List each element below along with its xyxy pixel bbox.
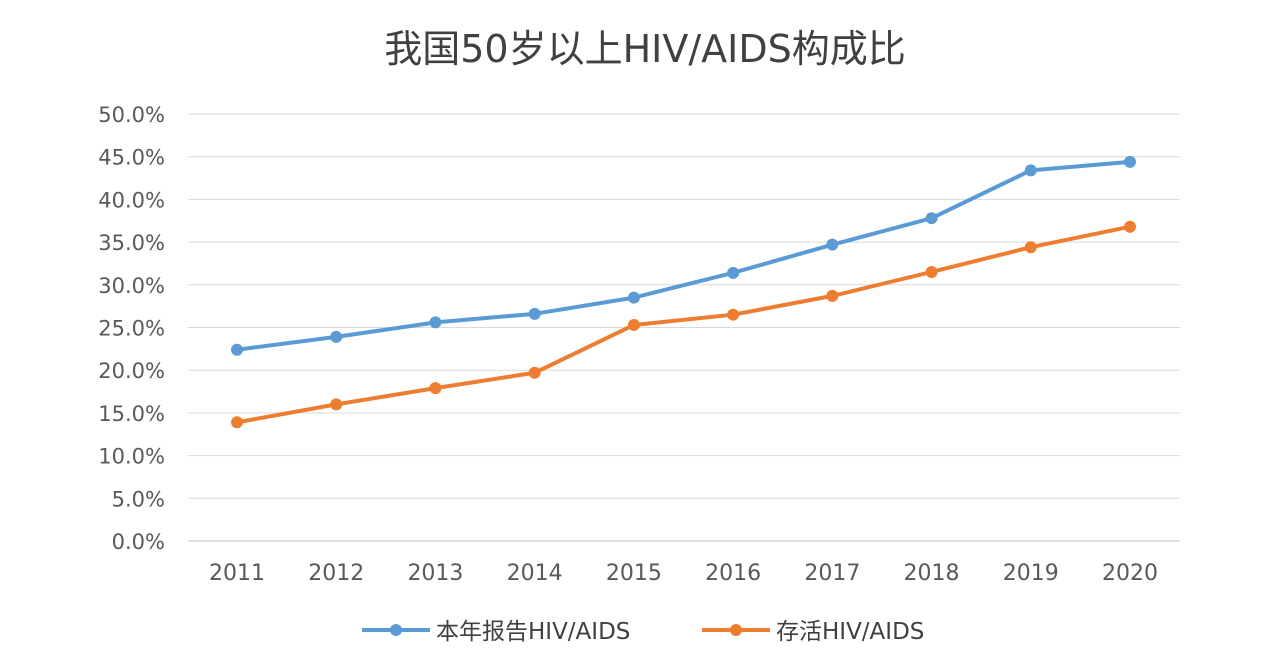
y-tick-label: 25.0% bbox=[98, 317, 165, 341]
y-tick-label: 30.0% bbox=[98, 274, 165, 298]
data-point bbox=[826, 289, 839, 302]
x-tick-label: 2013 bbox=[407, 561, 463, 586]
y-tick-label: 20.0% bbox=[98, 359, 165, 383]
data-point bbox=[330, 330, 343, 343]
series-line bbox=[236, 159, 1131, 352]
legend-label: 存活HIV/AIDS bbox=[776, 619, 924, 645]
data-point bbox=[231, 416, 243, 429]
y-tick-label: 45.0% bbox=[98, 146, 165, 170]
y-tick-label: 50.0% bbox=[98, 103, 165, 127]
data-point bbox=[1024, 164, 1037, 177]
y-tick-label: 0.0% bbox=[112, 530, 165, 554]
legend-label: 本年报告HIV/AIDS bbox=[436, 619, 630, 645]
x-tick-label: 2016 bbox=[705, 561, 761, 586]
data-point bbox=[925, 212, 938, 225]
data-point bbox=[1024, 241, 1037, 254]
data-point bbox=[528, 366, 541, 379]
x-tick-label: 2011 bbox=[209, 561, 265, 586]
data-point bbox=[429, 316, 442, 329]
data-point bbox=[925, 265, 938, 278]
y-tick-label: 15.0% bbox=[98, 402, 165, 426]
data-point bbox=[330, 398, 343, 411]
y-tick-label: 35.0% bbox=[98, 231, 165, 255]
data-point bbox=[727, 266, 740, 279]
x-tick-label: 2020 bbox=[1102, 561, 1158, 586]
x-tick-label: 2017 bbox=[804, 561, 860, 586]
legend-marker bbox=[390, 624, 402, 636]
x-tick-label: 2015 bbox=[606, 561, 662, 586]
y-tick-label: 40.0% bbox=[98, 188, 165, 212]
data-point bbox=[627, 291, 640, 304]
legend-marker bbox=[730, 624, 742, 636]
data-point bbox=[231, 343, 243, 356]
chart-title: 我国50岁以上HIV/AIDS构成比 bbox=[384, 27, 906, 71]
y-tick-label: 10.0% bbox=[98, 445, 165, 469]
x-tick-label: 2014 bbox=[507, 561, 563, 586]
data-point bbox=[1124, 220, 1136, 233]
data-point bbox=[1124, 155, 1136, 168]
x-tick-label: 2018 bbox=[904, 561, 960, 586]
x-tick-label: 2019 bbox=[1003, 561, 1059, 586]
data-point bbox=[826, 238, 839, 251]
data-point bbox=[528, 307, 541, 320]
series-line bbox=[236, 224, 1131, 425]
x-tick-label: 2012 bbox=[308, 561, 364, 586]
data-point bbox=[627, 318, 640, 331]
y-tick-label: 5.0% bbox=[112, 487, 165, 511]
data-point bbox=[429, 382, 442, 395]
data-point bbox=[727, 308, 740, 321]
